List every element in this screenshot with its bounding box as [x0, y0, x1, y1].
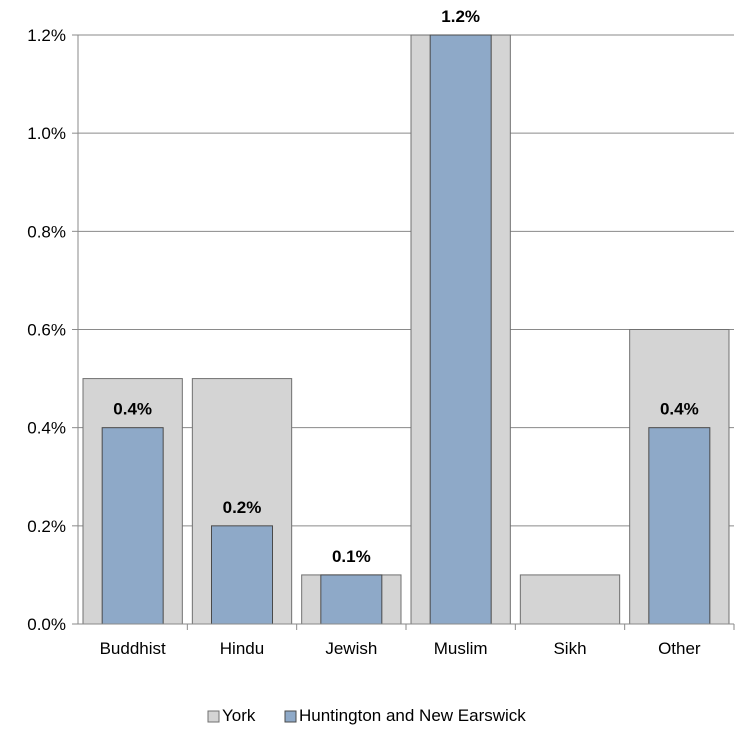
data-labels: 0.4% 0.2% 0.1% 1.2% 0.4% [113, 7, 698, 566]
category-label: Buddhist [100, 639, 166, 658]
legend: York Huntington and New Earswick [207, 706, 526, 725]
legend-swatch-huntington-new-earswick [284, 710, 297, 723]
category-label: Sikh [553, 639, 586, 658]
legend-label-huntington-new-earswick: Huntington and New Earswick [299, 706, 526, 725]
y-tick-label: 0.0% [27, 615, 66, 634]
data-label: 0.2% [223, 498, 262, 517]
data-label: 0.4% [113, 400, 152, 419]
y-tick-label: 1.2% [27, 26, 66, 45]
gridlines [78, 34, 734, 527]
bar-huntington-new-earswick [211, 525, 273, 625]
category-labels: Buddhist Hindu Jewish Muslim Sikh Other [100, 639, 701, 658]
category-label: Other [658, 639, 701, 658]
y-tick-label: 0.8% [27, 222, 66, 241]
data-label: 0.4% [660, 400, 699, 419]
data-label: 1.2% [441, 7, 480, 26]
category-label: Muslim [434, 639, 488, 658]
y-tick-label: 0.6% [27, 321, 66, 340]
bar-huntington-new-earswick [648, 427, 711, 625]
legend-label-york: York [222, 706, 256, 725]
axes [72, 34, 735, 630]
y-axis-tick-labels: 0.0% 0.2% 0.4% 0.6% 0.8% 1.0% 1.2% [27, 26, 66, 634]
y-tick-label: 0.2% [27, 517, 66, 536]
bar-york [519, 574, 621, 625]
y-tick-label: 1.0% [27, 124, 66, 143]
bar-huntington-new-earswick [101, 427, 164, 625]
legend-swatch-york [207, 710, 220, 723]
data-label: 0.1% [332, 547, 371, 566]
category-label: Hindu [220, 639, 264, 658]
y-tick-label: 0.4% [27, 419, 66, 438]
bars [82, 34, 730, 625]
bar-huntington-new-earswick [429, 34, 492, 625]
bar-huntington-new-earswick [320, 574, 383, 625]
category-label: Jewish [325, 639, 377, 658]
